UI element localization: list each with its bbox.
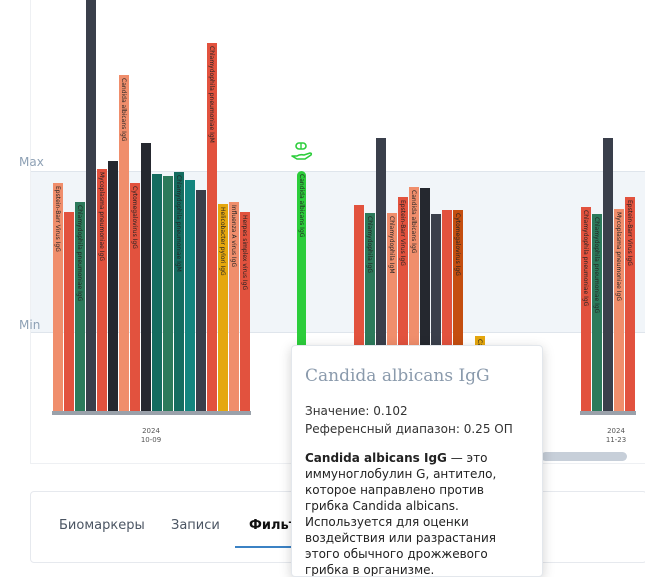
bar[interactable] (207, 43, 217, 411)
bar[interactable] (431, 213, 441, 411)
bar[interactable] (174, 171, 184, 411)
bar[interactable] (581, 207, 591, 411)
bar[interactable] (75, 202, 85, 411)
group-baseline (580, 411, 636, 415)
tooltip-desc-text: — это иммуноглобулин G, антитело, которо… (305, 451, 497, 577)
tooltip-ref-label: Референсный диапазон: (305, 422, 460, 436)
bar[interactable] (614, 208, 624, 411)
bar-tooltip: Candida albicans IgG Значение: 0.102 Реф… (291, 345, 543, 577)
tooltip-desc-name: Candida albicans IgG (305, 451, 447, 465)
bar[interactable] (163, 175, 173, 411)
y-label-max: Max (19, 155, 44, 169)
bar[interactable] (130, 183, 140, 411)
bar[interactable] (409, 186, 419, 411)
bar[interactable] (53, 183, 63, 411)
bar[interactable] (603, 137, 613, 411)
tab-biomarkers[interactable]: Биомаркеры (59, 518, 145, 533)
bar[interactable] (442, 209, 452, 411)
bar[interactable] (141, 142, 151, 411)
date-label: 2024 11-23 (605, 427, 627, 444)
active-tab-indicator (235, 546, 325, 548)
bar[interactable] (387, 213, 397, 411)
tooltip-title: Candida albicans IgG (305, 366, 490, 386)
date-label: 2024 10-09 (140, 427, 162, 444)
bar[interactable] (376, 137, 386, 411)
bar[interactable] (64, 212, 74, 411)
bar[interactable] (108, 161, 118, 411)
bar[interactable] (297, 171, 306, 411)
bar[interactable] (86, 0, 96, 411)
hand-holding-pill-icon (291, 142, 313, 160)
bar[interactable] (398, 196, 408, 411)
tab-records[interactable]: Записи (171, 518, 220, 533)
bar[interactable] (354, 204, 364, 411)
bar[interactable] (196, 189, 206, 411)
bar[interactable] (625, 196, 635, 411)
min-line (31, 332, 645, 333)
bar[interactable] (453, 209, 463, 411)
chart-scrollbar[interactable] (541, 452, 627, 461)
bar[interactable] (152, 174, 162, 411)
bar[interactable] (240, 211, 250, 411)
y-label-min: Min (19, 318, 41, 332)
tooltip-ref-row: Референсный диапазон: 0.25 ОП (305, 422, 513, 436)
bar-chart (291, 142, 313, 160)
bar[interactable] (218, 204, 228, 411)
bar[interactable] (185, 180, 195, 411)
tooltip-description: Candida albicans IgG — это иммуноглобули… (305, 450, 531, 577)
tooltip-ref-value: 0.25 ОП (463, 422, 513, 436)
tooltip-value: 0.102 (373, 404, 408, 418)
bar[interactable] (97, 169, 107, 411)
bar[interactable] (592, 213, 602, 411)
bar[interactable] (420, 188, 430, 411)
chart-card: Epstein-Barr Virus IgG Chlamydophila pneu… (30, 0, 645, 464)
tooltip-value-label: Значение: (305, 404, 370, 418)
tooltip-value-row: Значение: 0.102 (305, 404, 408, 418)
group-baseline (52, 411, 251, 415)
bar[interactable] (119, 75, 129, 411)
bar[interactable] (365, 213, 375, 411)
bar[interactable] (229, 202, 239, 411)
max-line (31, 171, 645, 172)
